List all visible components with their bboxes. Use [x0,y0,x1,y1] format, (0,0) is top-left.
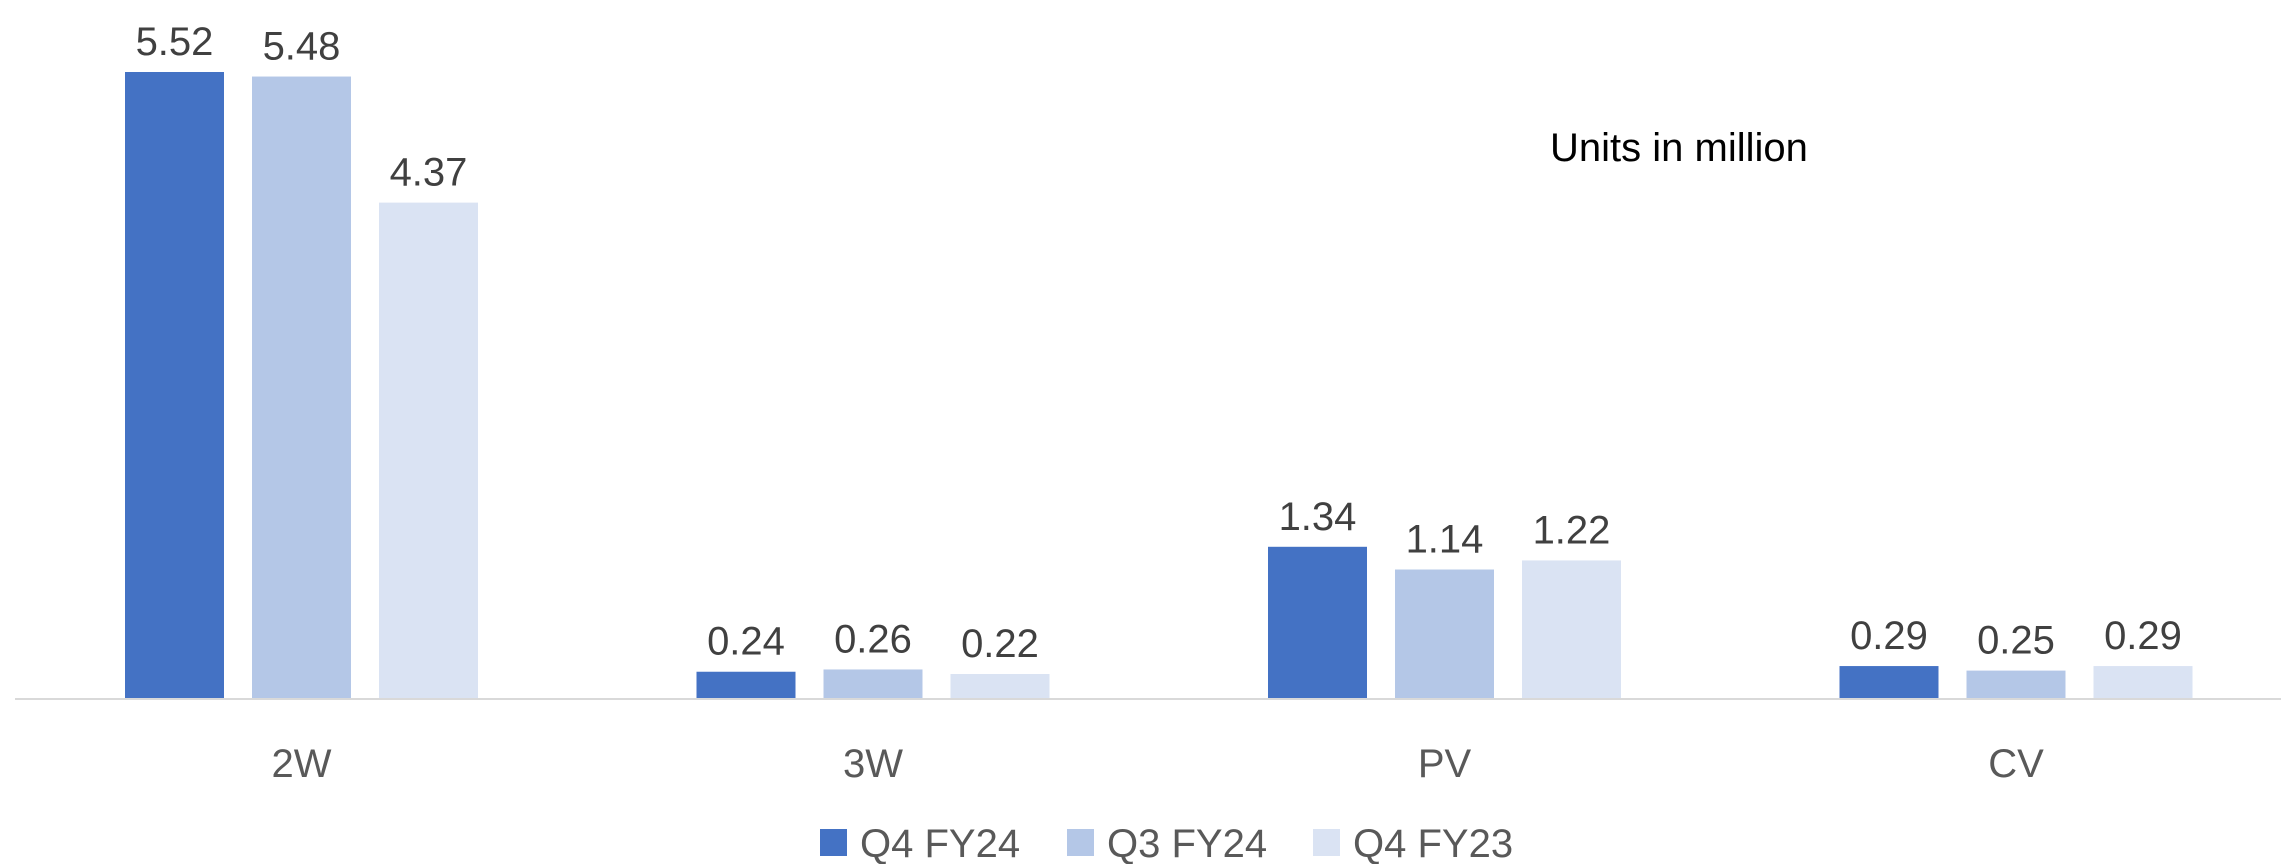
bar-pv-q4-fy23 [1522,560,1621,699]
value-label: 1.14 [1406,518,1484,562]
value-label: 4.37 [390,151,468,195]
value-label: 5.52 [136,20,214,64]
legend-item: Q4 FY24 [820,822,1020,864]
legend-item: Q3 FY24 [1067,822,1267,864]
value-label: 0.25 [1977,619,2055,663]
bar-pv-q4-fy24 [1268,546,1367,699]
legend-item: Q4 FY23 [1313,822,1513,864]
bar-cv-q4-fy24 [1839,666,1939,699]
value-label: 0.29 [1850,614,1928,658]
legend-label: Q4 FY24 [860,822,1020,864]
bar-cv-q4-fy23 [2093,666,2193,699]
category-label-2w: 2W [272,742,332,786]
bar-3w-q3-fy24 [823,669,923,699]
bars-layer [125,72,2193,700]
category-label-pv: PV [1418,742,1472,786]
legend-swatch [1313,829,1340,856]
units-annotation: Units in million [1550,126,1808,170]
bar-2w-q3-fy24 [252,76,351,700]
legend-label: Q4 FY23 [1353,822,1513,864]
value-labels: 5.52 5.48 4.37 0.24 0.26 0.22 1.34 1.14 1.22 0.29… [136,20,2182,666]
category-labels: 2W 3W PV CV [272,742,2045,786]
category-label-cv: CV [1988,742,2044,786]
bar-2w-q4-fy24 [125,72,224,699]
legend-label: Q3 FY24 [1107,822,1267,864]
bar-3w-q4-fy23 [950,674,1050,699]
value-label: 0.26 [834,617,912,661]
value-label: 5.48 [263,25,341,69]
legend-swatch [1067,829,1094,856]
value-label: 1.22 [1533,508,1611,552]
category-label-3w: 3W [843,742,903,786]
value-label: 0.24 [707,620,785,664]
bar-cv-q3-fy24 [1966,670,2066,699]
value-label: 0.29 [2104,614,2182,658]
legend-swatch [820,829,847,856]
bar-3w-q4-fy24 [696,671,796,699]
bar-pv-q3-fy24 [1395,569,1494,699]
value-label: 0.22 [961,622,1039,666]
legend: Q4 FY24 Q3 FY24 Q4 FY23 [820,822,1513,864]
bar-2w-q4-fy23 [379,202,478,699]
value-label: 1.34 [1279,495,1357,539]
